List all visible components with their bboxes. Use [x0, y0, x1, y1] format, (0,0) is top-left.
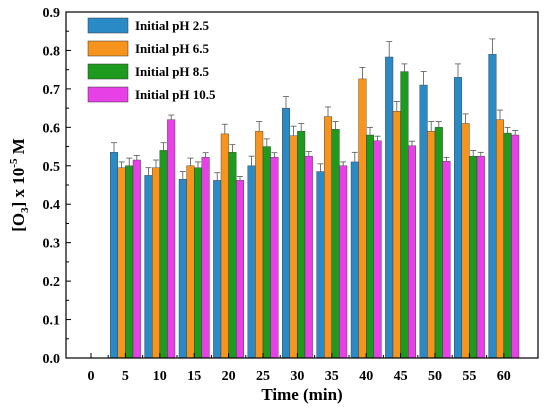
- bar: [503, 132, 512, 359]
- bar: [392, 110, 401, 359]
- bar: [262, 146, 271, 359]
- legend-swatch: [87, 63, 129, 80]
- bar: [331, 129, 340, 359]
- y-tick-label: 0.1: [43, 314, 61, 329]
- y-tick-label: 0.0: [43, 352, 61, 367]
- bar: [255, 130, 264, 359]
- bar: [434, 127, 443, 359]
- bar: [316, 171, 325, 359]
- y-tick-label: 0.5: [43, 160, 61, 175]
- error-bars-layer: [111, 38, 519, 181]
- bar: [469, 155, 478, 359]
- bar: [282, 107, 291, 359]
- x-tick-label: 20: [222, 369, 236, 384]
- bar: [151, 167, 160, 359]
- bar: [358, 78, 367, 359]
- bar: [186, 165, 195, 359]
- bar: [373, 140, 382, 359]
- bar: [496, 119, 505, 359]
- bar: [220, 133, 229, 359]
- bar: [419, 84, 428, 359]
- y-tick-label: 0.9: [43, 6, 61, 21]
- bar: [235, 180, 244, 359]
- bar: [488, 54, 497, 359]
- y-tick-label: 0.6: [43, 121, 61, 136]
- x-tick-label: 5: [122, 369, 129, 384]
- bar: [213, 180, 222, 359]
- x-tick-label: 50: [428, 369, 442, 384]
- bar: [297, 130, 306, 359]
- bar: [385, 56, 394, 359]
- legend-label: Initial pH 8.5: [135, 64, 210, 79]
- x-axis-title: Time (min): [261, 385, 342, 404]
- x-tick-label: 60: [497, 369, 511, 384]
- legend: Initial pH 2.5 Initial pH 6.5 Initial pH 8…: [87, 17, 216, 103]
- x-tick-label: 45: [394, 369, 408, 384]
- x-tick-label: 0: [88, 369, 95, 384]
- bar: [125, 165, 134, 359]
- x-tick-label: 35: [325, 369, 339, 384]
- bar: [350, 161, 359, 359]
- bar: [427, 130, 436, 359]
- bar: [511, 134, 520, 359]
- x-tick-label: 55: [462, 369, 476, 384]
- bar: [178, 179, 187, 359]
- bar: [400, 71, 409, 359]
- y-tick-label: 0.4: [43, 198, 61, 213]
- bar: [454, 77, 463, 359]
- x-tick-label: 15: [187, 369, 201, 384]
- y-tick-label: 0.7: [43, 83, 61, 98]
- bar: [366, 134, 375, 359]
- bar: [132, 159, 141, 359]
- bar: [442, 160, 451, 359]
- bar: [289, 135, 298, 359]
- bar: [324, 116, 333, 359]
- bar: [228, 152, 237, 359]
- bar: [461, 123, 470, 359]
- bar: [167, 119, 176, 359]
- x-tick-label: 25: [256, 369, 270, 384]
- bar: [270, 157, 279, 359]
- bar: [159, 150, 168, 359]
- bar: [193, 167, 202, 359]
- y-axis-title: [O3] x 10-5 M: [8, 138, 31, 232]
- x-tick-label: 40: [359, 369, 373, 384]
- bar: [117, 167, 126, 359]
- y-tick-label: 0.8: [43, 44, 61, 59]
- y-tick-label: 0.2: [43, 275, 61, 290]
- legend-swatch: [87, 86, 129, 103]
- bar: [408, 145, 417, 359]
- bar: [339, 165, 348, 359]
- legend-swatch: [87, 17, 129, 34]
- legend-label: Initial pH 2.5: [135, 18, 210, 33]
- x-tick-label: 30: [290, 369, 304, 384]
- x-tick-label: 10: [153, 369, 167, 384]
- ticks-layer: 0.0 0.1 0.2 0.3 0.4 0.5 0.6 0.7 0.8 0.9 0 5 10 15 20 25…: [43, 6, 511, 384]
- legend-label: Initial pH 6.5: [135, 41, 210, 56]
- y-tick-label: 0.3: [43, 237, 61, 252]
- bar: [476, 155, 485, 359]
- bar: [144, 175, 153, 359]
- legend-swatch: [87, 40, 129, 57]
- bar: [201, 157, 210, 359]
- bar: [109, 152, 118, 359]
- bar: [304, 155, 313, 359]
- legend-label: Initial pH 10.5: [135, 87, 216, 102]
- bars-layer: [109, 54, 520, 359]
- bar: [247, 165, 256, 359]
